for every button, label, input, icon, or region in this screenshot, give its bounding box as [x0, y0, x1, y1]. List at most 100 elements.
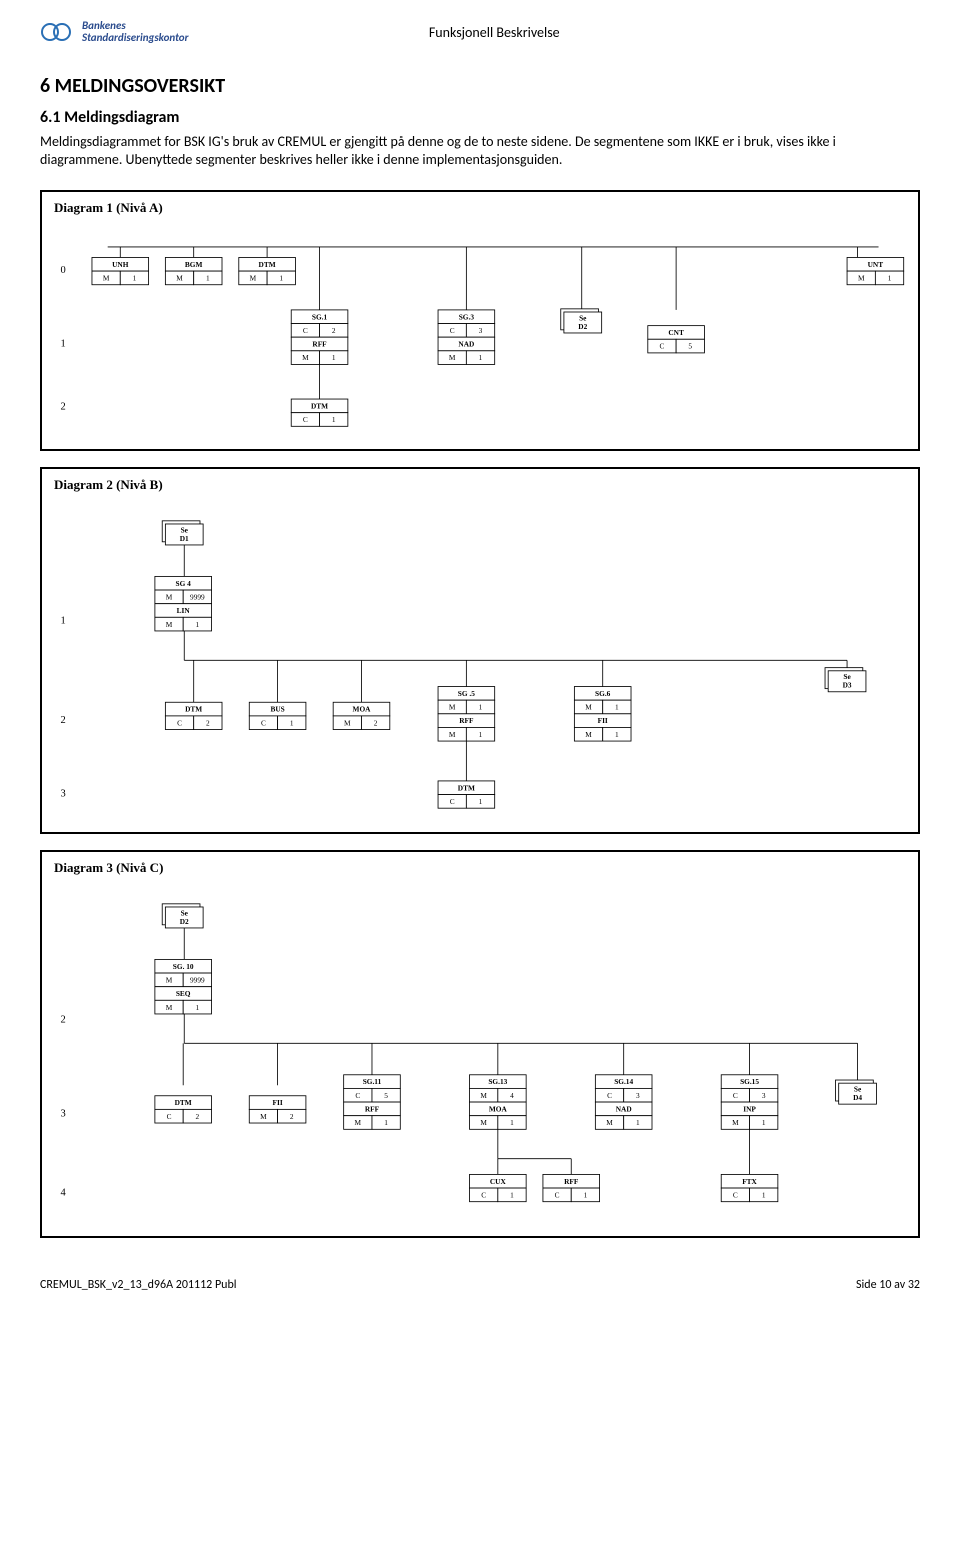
- svg-text:M: M: [449, 703, 456, 712]
- svg-text:3: 3: [61, 789, 66, 800]
- svg-text:MOA: MOA: [353, 705, 372, 714]
- svg-text:1: 1: [479, 353, 483, 362]
- svg-text:1: 1: [510, 1190, 514, 1199]
- svg-text:DTM: DTM: [259, 259, 276, 268]
- svg-text:1: 1: [196, 620, 200, 629]
- svg-text:M: M: [166, 620, 173, 629]
- svg-text:CUX: CUX: [490, 1177, 507, 1186]
- svg-text:M: M: [585, 730, 592, 739]
- svg-text:C: C: [660, 341, 665, 350]
- svg-text:1: 1: [479, 797, 483, 806]
- svg-text:C: C: [303, 326, 308, 335]
- svg-text:SG.15: SG.15: [740, 1077, 759, 1086]
- svg-text:SG. 10: SG. 10: [173, 962, 194, 971]
- diagram-1-svg: 012UNHM1BGMM1DTMM1UNTM1SG.1C2RFFM1SG.3C3…: [50, 226, 910, 436]
- svg-text:M: M: [166, 1003, 173, 1012]
- svg-text:SG .5: SG .5: [458, 689, 475, 698]
- diagram-2-frame: Diagram 2 (Nivå B) 123SeD1SG 4M9999LINM1…: [40, 467, 920, 834]
- svg-text:RFF: RFF: [564, 1177, 579, 1186]
- svg-text:M: M: [176, 273, 183, 282]
- svg-text:INP: INP: [743, 1104, 756, 1113]
- svg-text:UNH: UNH: [112, 259, 129, 268]
- diagram-1-frame: Diagram 1 (Nivå A) 012UNHM1BGMM1DTMM1UNT…: [40, 190, 920, 452]
- svg-text:2: 2: [61, 716, 66, 727]
- page-header: Bankenes Standardiseringskontor Funksjon…: [40, 20, 920, 44]
- svg-text:UNT: UNT: [868, 259, 884, 268]
- svg-text:1: 1: [384, 1118, 388, 1127]
- svg-text:0: 0: [61, 265, 66, 276]
- svg-text:5: 5: [688, 341, 692, 350]
- svg-text:C: C: [355, 1091, 360, 1100]
- svg-text:2: 2: [61, 401, 66, 412]
- heading-1: 6 MELDINGSOVERSIKT: [40, 74, 920, 98]
- svg-text:2: 2: [374, 719, 378, 728]
- svg-text:2: 2: [332, 326, 336, 335]
- svg-text:FTX: FTX: [742, 1177, 757, 1186]
- svg-text:1: 1: [332, 415, 336, 424]
- footer-right: Side 10 av 32: [856, 1278, 920, 1292]
- svg-text:C: C: [303, 415, 308, 424]
- diagram-3-svg: 234SeD2SG. 10M9999SEQM1SeD4DTMC2FIIM2SG.…: [50, 886, 910, 1222]
- svg-text:M: M: [449, 353, 456, 362]
- svg-text:2: 2: [196, 1112, 200, 1121]
- svg-text:1: 1: [615, 703, 619, 712]
- svg-text:2: 2: [206, 719, 210, 728]
- svg-text:C: C: [555, 1190, 560, 1199]
- svg-text:M: M: [585, 703, 592, 712]
- svg-text:SG.13: SG.13: [488, 1077, 507, 1086]
- svg-text:1: 1: [615, 730, 619, 739]
- svg-text:FII: FII: [272, 1098, 282, 1107]
- svg-text:3: 3: [636, 1091, 640, 1100]
- svg-text:SG.1: SG.1: [312, 312, 328, 321]
- svg-text:1: 1: [888, 273, 892, 282]
- svg-text:1: 1: [762, 1190, 766, 1199]
- svg-text:M: M: [606, 1118, 613, 1127]
- svg-text:CNT: CNT: [668, 328, 684, 337]
- diagram-3-title: Diagram 3 (Nivå C): [54, 860, 910, 876]
- svg-text:3: 3: [479, 326, 483, 335]
- svg-text:M: M: [260, 1112, 267, 1121]
- svg-text:C: C: [481, 1190, 486, 1199]
- svg-text:C: C: [607, 1091, 612, 1100]
- svg-text:2: 2: [290, 1112, 294, 1121]
- logo-line2: Standardiseringskontor: [82, 32, 188, 44]
- logo-icon: [40, 21, 76, 43]
- svg-text:1: 1: [290, 719, 294, 728]
- svg-text:M: M: [449, 730, 456, 739]
- diagram-1-title: Diagram 1 (Nivå A): [54, 200, 910, 216]
- svg-text:SG 4: SG 4: [176, 579, 192, 588]
- page-footer: CREMUL_BSK_v2_13_d96A 201112 Publ Side 1…: [40, 1278, 920, 1292]
- svg-text:M: M: [344, 719, 351, 728]
- footer-left: CREMUL_BSK_v2_13_d96A 201112 Publ: [40, 1278, 237, 1292]
- svg-text:1: 1: [61, 338, 66, 349]
- svg-text:SG.14: SG.14: [614, 1077, 633, 1086]
- svg-text:RFF: RFF: [312, 339, 327, 348]
- svg-text:C: C: [450, 326, 455, 335]
- svg-text:M: M: [480, 1091, 487, 1100]
- svg-text:M: M: [166, 975, 173, 984]
- svg-text:4: 4: [510, 1091, 514, 1100]
- svg-text:SG.3: SG.3: [459, 312, 475, 321]
- svg-text:C: C: [261, 719, 266, 728]
- svg-text:DTM: DTM: [175, 1098, 192, 1107]
- svg-text:1: 1: [510, 1118, 514, 1127]
- svg-text:1: 1: [762, 1118, 766, 1127]
- svg-text:1: 1: [479, 703, 483, 712]
- svg-text:3: 3: [60, 1109, 65, 1120]
- svg-text:BGM: BGM: [185, 259, 203, 268]
- svg-text:DTM: DTM: [185, 705, 202, 714]
- svg-text:SG.11: SG.11: [363, 1077, 382, 1086]
- logo: Bankenes Standardiseringskontor: [40, 20, 188, 44]
- svg-text:RFF: RFF: [459, 717, 474, 726]
- svg-text:C: C: [733, 1091, 738, 1100]
- svg-text:DTM: DTM: [458, 784, 475, 793]
- svg-text:C: C: [177, 719, 182, 728]
- svg-text:M: M: [302, 353, 309, 362]
- svg-text:1: 1: [332, 353, 336, 362]
- svg-text:1: 1: [196, 1003, 200, 1012]
- svg-text:M: M: [732, 1118, 739, 1127]
- svg-text:4: 4: [60, 1187, 66, 1198]
- svg-text:MOA: MOA: [489, 1104, 508, 1113]
- svg-text:1: 1: [584, 1190, 588, 1199]
- diagram-2-title: Diagram 2 (Nivå B): [54, 477, 910, 493]
